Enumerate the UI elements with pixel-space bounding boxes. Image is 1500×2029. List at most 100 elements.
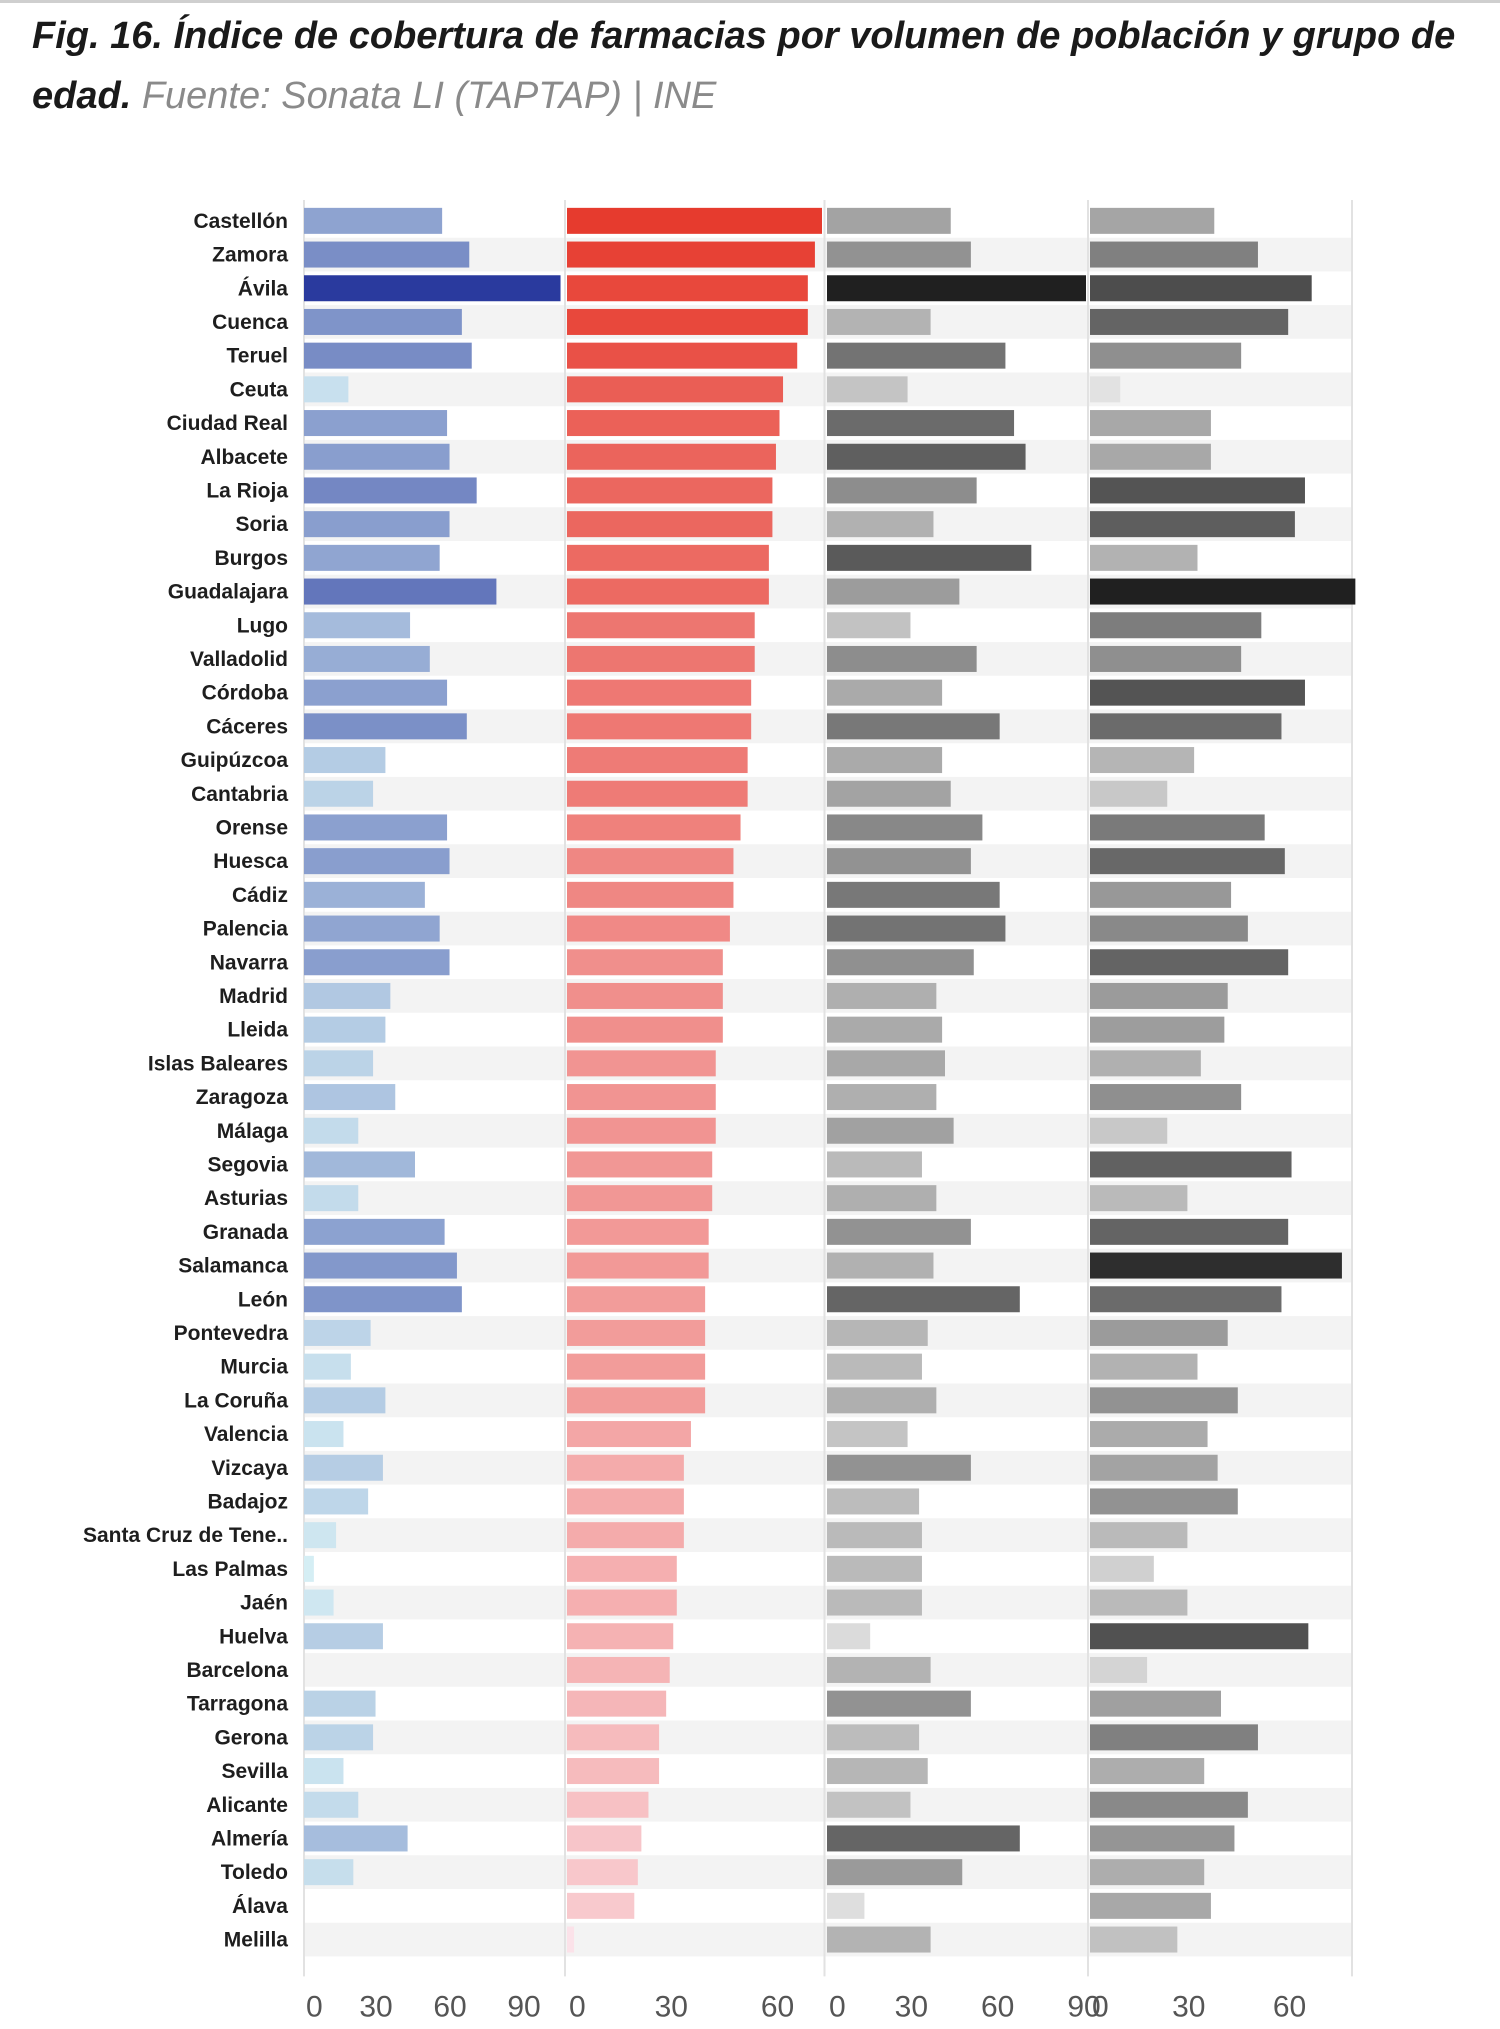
bar-panel4-pontevedra <box>1090 1319 1228 1346</box>
bar-panel4-valencia <box>1090 1421 1208 1448</box>
category-label-leon: León <box>238 1288 288 1311</box>
bar-panel2-la-coruna <box>567 1387 706 1414</box>
bar-panel1-asturias <box>304 1185 359 1212</box>
bar-panel3-murcia <box>827 1353 922 1380</box>
bar-panel2-orense <box>567 814 741 841</box>
category-label-palencia: Palencia <box>203 918 289 941</box>
bar-panel4-asturias <box>1090 1185 1188 1212</box>
bar-panel2-tarragona <box>567 1690 667 1717</box>
bar-panel1-burgos <box>304 544 440 571</box>
tick-label-panel1-30: 30 <box>359 1990 392 2023</box>
bar-panel3-cantabria <box>827 780 951 807</box>
bar-panel1-murcia <box>304 1353 351 1380</box>
bar-panel1-caceres <box>304 713 467 740</box>
category-label-cadiz: Cádiz <box>232 884 288 907</box>
category-label-cantabria: Cantabria <box>191 783 288 806</box>
category-label-pontevedra: Pontevedra <box>174 1322 289 1345</box>
category-label-orense: Orense <box>216 816 288 839</box>
category-label-asturias: Asturias <box>204 1187 288 1210</box>
bar-panel4-barcelona <box>1090 1656 1148 1683</box>
category-label-alava: Álava <box>232 1895 288 1918</box>
bar-panel2-avila <box>567 275 808 302</box>
bar-panel1-badajoz <box>304 1488 369 1515</box>
bar-panel4-cantabria <box>1090 780 1168 807</box>
bar-panel2-badajoz <box>567 1488 684 1515</box>
bar-panel1-santa-cruz-de-tene <box>304 1522 337 1549</box>
bar-panel4-leon <box>1090 1286 1282 1313</box>
bar-panel1-la-rioja <box>304 477 477 504</box>
bar-panel2-lleida <box>567 1016 723 1043</box>
bar-panel2-alicante <box>567 1791 649 1818</box>
bar-panel1-palencia <box>304 915 440 942</box>
tick-label-panel3-60: 60 <box>981 1990 1014 2023</box>
category-label-las-palmas: Las Palmas <box>172 1558 288 1581</box>
bar-panel1-soria <box>304 511 450 538</box>
bar-panel2-palencia <box>567 915 730 942</box>
bar-panel4-vizcaya <box>1090 1454 1218 1481</box>
bar-panel1-granada <box>304 1218 445 1245</box>
bar-panel1-almeria <box>304 1825 408 1852</box>
bar-panel1-cadiz <box>304 881 425 908</box>
bar-panel1-valladolid <box>304 645 430 672</box>
bar-panel3-barcelona <box>827 1656 931 1683</box>
category-label-ceuta: Ceuta <box>230 378 289 401</box>
bar-panel4-murcia <box>1090 1353 1198 1380</box>
category-label-avila: Ávila <box>238 277 289 300</box>
bar-panel4-malaga <box>1090 1117 1168 1144</box>
category-label-ciudad-real: Ciudad Real <box>167 412 288 435</box>
bar-panel2-huelva <box>567 1623 674 1650</box>
bar-panel4-la-coruna <box>1090 1387 1238 1414</box>
bar-panel3-cordoba <box>827 679 943 706</box>
bar-panel4-segovia <box>1090 1151 1292 1178</box>
bar-panel1-avila <box>304 275 561 302</box>
bar-panel1-lugo <box>304 612 411 639</box>
bar-panel1-navarra <box>304 949 450 976</box>
bar-panel2-gerona <box>567 1724 660 1751</box>
bar-panel2-castellon <box>567 207 822 234</box>
tick-label-panel1-60: 60 <box>433 1990 466 2023</box>
category-label-barcelona: Barcelona <box>186 1659 288 1682</box>
bar-panel2-cadiz <box>567 881 734 908</box>
bar-panel4-castellon <box>1090 207 1215 234</box>
category-label-malaga: Málaga <box>217 1120 289 1143</box>
bar-panel3-sevilla <box>827 1758 928 1785</box>
bar-panel4-zamora <box>1090 241 1258 268</box>
category-label-vizcaya: Vizcaya <box>211 1457 288 1480</box>
category-label-soria: Soria <box>235 513 288 536</box>
bar-panel3-pontevedra <box>827 1319 928 1346</box>
bar-panel2-zamora <box>567 241 815 268</box>
bar-panel1-cantabria <box>304 780 374 807</box>
bar-panel3-badajoz <box>827 1488 920 1515</box>
bar-panel3-salamanca <box>827 1252 934 1279</box>
bar-panel3-alicante <box>827 1791 911 1818</box>
bar-panel2-malaga <box>567 1117 716 1144</box>
bar-panel2-valladolid <box>567 645 755 672</box>
bar-panel2-sevilla <box>567 1758 660 1785</box>
bar-panel4-alicante <box>1090 1791 1248 1818</box>
category-label-lleida: Lleida <box>227 1019 288 1042</box>
bar-panel1-la-coruna <box>304 1387 386 1414</box>
bar-panel4-orense <box>1090 814 1265 841</box>
tick-label-panel3-0: 0 <box>829 1990 846 2023</box>
bar-panel4-badajoz <box>1090 1488 1238 1515</box>
category-label-gerona: Gerona <box>214 1726 288 1749</box>
bar-panel4-la-rioja <box>1090 477 1305 504</box>
category-label-sevilla: Sevilla <box>221 1760 288 1783</box>
bar-panel2-vizcaya <box>567 1454 684 1481</box>
category-label-valencia: Valencia <box>204 1423 288 1446</box>
bar-panel4-gerona <box>1090 1724 1258 1751</box>
bar-panel3-caceres <box>827 713 1000 740</box>
bar-panel3-palencia <box>827 915 1006 942</box>
bar-panel3-gerona <box>827 1724 920 1751</box>
bar-panel4-islas-baleares <box>1090 1050 1201 1077</box>
bar-panel2-segovia <box>567 1151 713 1178</box>
bar-panel3-toledo <box>827 1859 963 1886</box>
bar-panel1-jaen <box>304 1589 334 1616</box>
bar-panel3-burgos <box>827 544 1032 571</box>
category-label-cuenca: Cuenca <box>212 311 288 334</box>
bar-panel3-malaga <box>827 1117 954 1144</box>
bar-panel4-toledo <box>1090 1859 1205 1886</box>
category-label-albacete: Albacete <box>200 446 288 469</box>
bar-panel4-palencia <box>1090 915 1248 942</box>
bar-panel2-alava <box>567 1892 635 1919</box>
